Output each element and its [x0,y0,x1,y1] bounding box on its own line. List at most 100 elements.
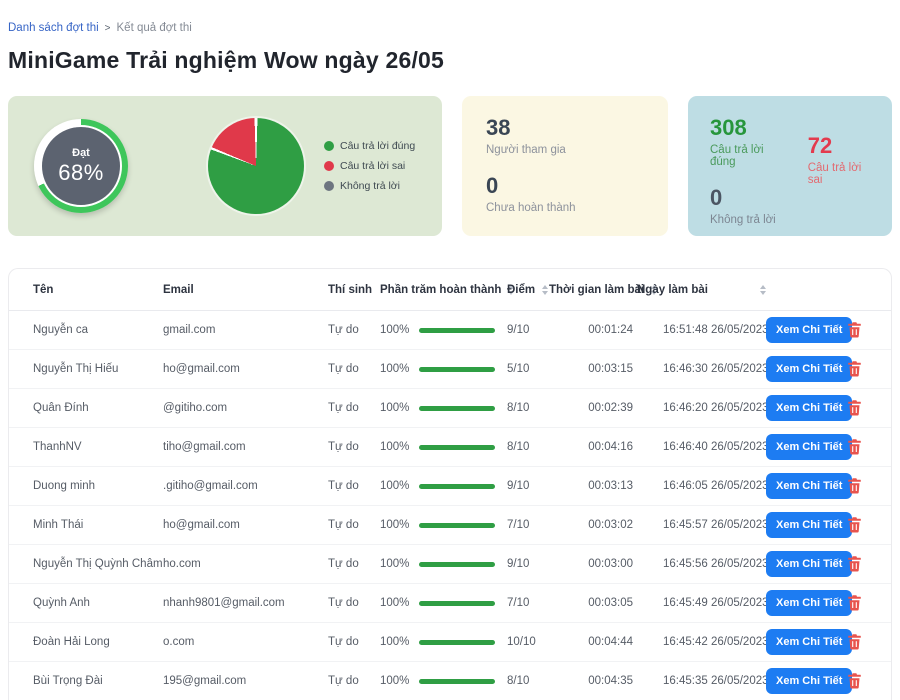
cell-actions: Xem Chi Tiết [762,356,853,382]
view-detail-button[interactable]: Xem Chi Tiết [766,356,853,382]
percent-value: 100% [380,558,410,570]
delete-button[interactable] [840,478,869,494]
cell-percent: 100% [380,402,507,414]
table-row: Minh Thái ho@gmail.com Tự do 100% 7/10 0… [9,506,891,545]
cell-email: o.com [163,636,195,648]
cell-date: 16:45:42 26/05/2023 [663,636,769,648]
delete-button[interactable] [840,439,869,455]
col-header-duration[interactable]: Thời gian làm bài [549,284,658,296]
progress-bar [419,522,496,528]
cell-actions: Xem Chi Tiết [762,473,853,499]
legend-label: Không trả lời [340,180,401,192]
delete-button[interactable] [840,595,869,611]
no-answer-value: 0 [710,185,723,211]
view-detail-button[interactable]: Xem Chi Tiết [766,512,853,538]
trash-icon [848,361,861,377]
trash-icon [848,634,861,650]
view-detail-button[interactable]: Xem Chi Tiết [766,668,853,694]
col-header-score[interactable]: Điểm [507,284,549,296]
cell-name: Quân Đính [33,402,89,414]
cell-name: Nguyễn ca [33,324,88,336]
cell-score: 8/10 [507,441,530,453]
cell-actions: Xem Chi Tiết [762,668,853,694]
view-detail-button[interactable]: Xem Chi Tiết [766,551,853,577]
wrong-stat: 72 Câu trả lời sai [807,133,870,187]
percent-value: 100% [380,675,410,687]
percent-value: 100% [380,636,410,648]
cell-name: ThanhNV [33,441,82,453]
table-row: Bùi Trọng Đài 195@gmail.com Tự do 100% 8… [9,662,891,700]
pass-rate-gauge-center: Đạt 68% [40,125,122,207]
unfinished-label: Chưa hoàn thành [486,202,576,215]
cell-duration: 00:03:00 [588,558,633,570]
sort-icon[interactable] [651,284,658,295]
delete-button[interactable] [840,517,869,533]
legend-label: Câu trả lời sai [340,160,406,172]
cell-email: nhanh9801@gmail.com [163,597,285,609]
percent-value: 100% [380,597,410,609]
delete-button[interactable] [840,673,869,689]
sort-icon[interactable] [542,284,549,295]
percent-value: 100% [380,402,410,414]
table-row: Quỳnh Anh nhanh9801@gmail.com Tự do 100%… [9,584,891,623]
cell-actions: Xem Chi Tiết [762,434,853,460]
cell-candidate-type: Tự do [328,324,359,336]
percent-value: 100% [380,441,410,453]
trash-icon [848,595,861,611]
col-header-percent[interactable]: Phần trăm hoàn thành [380,283,515,296]
pie-legend: Câu trả lời đúng Câu trả lời sai Không trả… [324,140,428,192]
breadcrumb-link-exam-list[interactable]: Danh sách đợt thi [8,22,99,34]
participants-card: 38 Người tham gia 0 Chưa hoàn thành [462,96,668,236]
progress-bar [419,405,496,411]
cell-duration: 00:03:13 [588,480,633,492]
table-row: Nguyễn ca gmail.com Tự do 100% 9/10 00:0… [9,311,891,350]
legend-item: Câu trả lời đúng [324,140,428,152]
percent-value: 100% [380,324,410,336]
cell-score: 8/10 [507,402,530,414]
progress-bar [419,327,496,333]
cell-score: 8/10 [507,675,530,687]
trash-icon [848,322,861,338]
cell-date: 16:46:05 26/05/2023 [663,480,769,492]
view-detail-button[interactable]: Xem Chi Tiết [766,590,853,616]
col-header-percent-label: Phần trăm hoàn thành [380,283,502,296]
view-detail-button[interactable]: Xem Chi Tiết [766,629,853,655]
delete-button[interactable] [840,400,869,416]
table-row: Nguyễn Thị Quỳnh Châm ho.com Tự do 100% … [9,545,891,584]
cell-date: 16:45:49 26/05/2023 [663,597,769,609]
unfinished-stat: 0 Chưa hoàn thành [486,173,644,215]
cell-percent: 100% [380,363,507,375]
cell-percent: 100% [380,675,507,687]
pass-rate-gauge: Đạt 68% [34,119,128,213]
cell-candidate-type: Tự do [328,597,359,609]
cell-percent: 100% [380,441,507,453]
view-detail-button[interactable]: Xem Chi Tiết [766,317,853,343]
col-header-date[interactable]: Ngày làm bài [637,284,766,296]
delete-button[interactable] [840,361,869,377]
cell-score: 9/10 [507,324,530,336]
cell-name: Duong minh [33,480,96,492]
view-detail-button[interactable]: Xem Chi Tiết [766,434,853,460]
view-detail-button[interactable]: Xem Chi Tiết [766,395,853,421]
sort-icon[interactable] [759,284,766,295]
cell-name: Nguyễn Thị Hiếu [33,363,119,375]
cell-duration: 00:02:39 [588,402,633,414]
delete-button[interactable] [840,634,869,650]
delete-button[interactable] [840,556,869,572]
sort-icon[interactable] [508,284,515,295]
cell-date: 16:45:56 26/05/2023 [663,558,769,570]
col-header-score-label: Điểm [507,283,536,296]
cell-percent: 100% [380,480,507,492]
breadcrumb-current: Kết quả đợt thi [116,22,192,34]
trash-icon [848,673,861,689]
cell-duration: 00:03:15 [588,363,633,375]
participants-value: 38 [486,115,511,140]
view-detail-button[interactable]: Xem Chi Tiết [766,473,853,499]
delete-button[interactable] [840,322,869,338]
cell-email: .gitiho@gmail.com [163,480,258,492]
percent-value: 100% [380,480,410,492]
wrong-label: Câu trả lời sai [807,162,862,187]
cell-email: ho@gmail.com [163,519,240,531]
table-body: Nguyễn ca gmail.com Tự do 100% 9/10 00:0… [9,311,891,700]
trash-icon [848,439,861,455]
